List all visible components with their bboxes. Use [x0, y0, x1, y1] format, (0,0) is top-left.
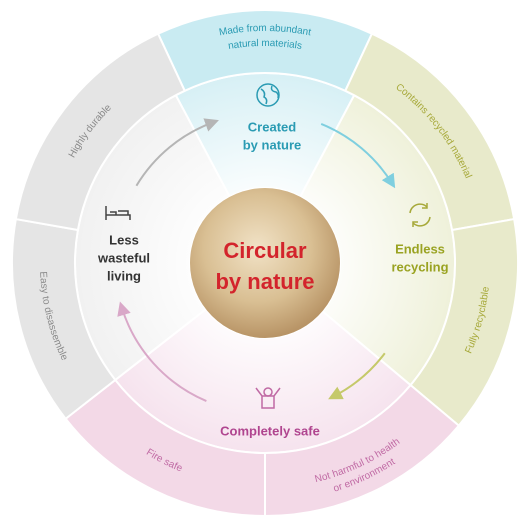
stage-label: Less: [109, 232, 139, 247]
center-image: [190, 188, 340, 338]
stage-label: living: [107, 268, 141, 283]
diagram: Made from abundantnatural materialsConta…: [0, 0, 530, 527]
center-title: Circular: [223, 238, 307, 263]
stage-label: wasteful: [97, 250, 150, 265]
stage-label: Created: [248, 119, 296, 134]
center-title: by nature: [215, 269, 314, 294]
stage-label: Endless: [395, 241, 445, 256]
stage-label: Completely safe: [220, 423, 320, 438]
stage-label: recycling: [391, 259, 448, 274]
stage-label: by nature: [243, 137, 302, 152]
